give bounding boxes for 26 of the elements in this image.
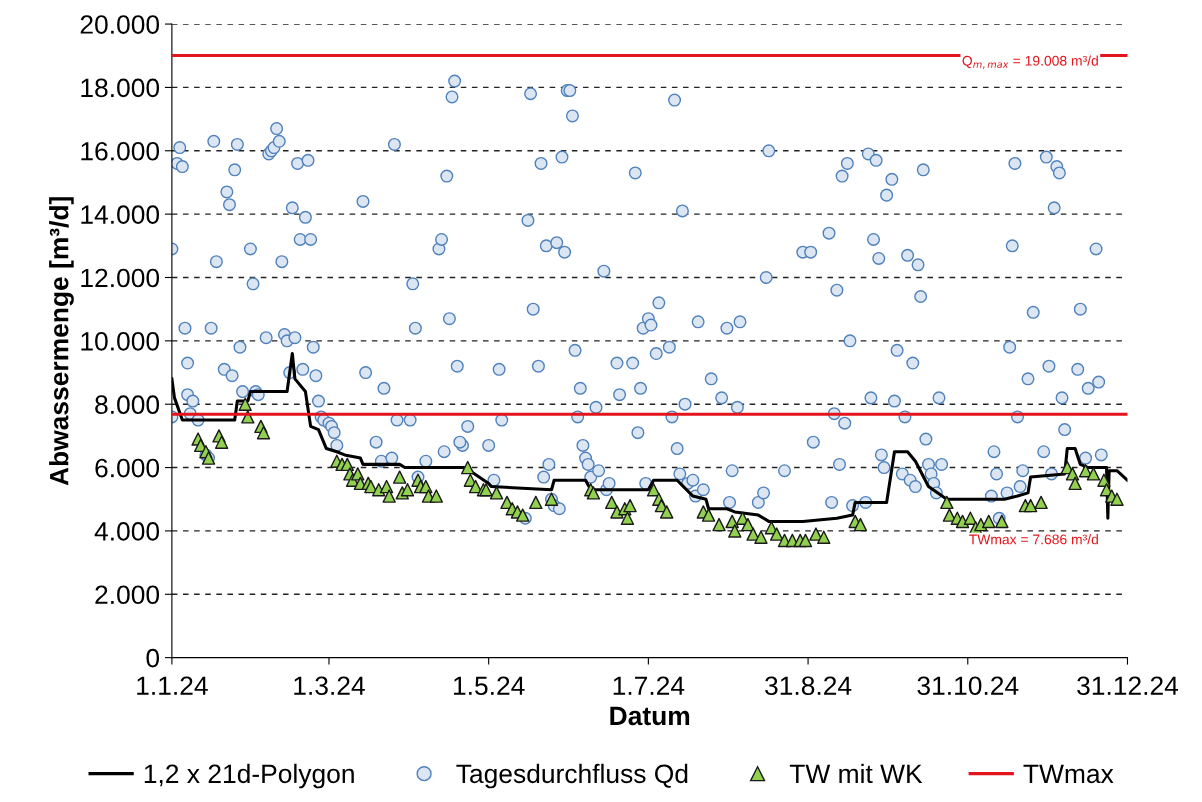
- x-tick-label: 31.10.24: [917, 676, 1019, 696]
- y-tick-label: 2.000: [95, 585, 160, 605]
- y-tick-label: 14.000: [81, 205, 160, 224]
- x-tick-label: 1.7.24: [613, 676, 685, 695]
- x-tick-label: 31.12.24: [1077, 676, 1179, 696]
- y-tick-label: 8.000: [95, 395, 160, 415]
- y-tick-label: 10.000: [81, 331, 160, 351]
- legend-label: TW mit WK: [789, 763, 923, 784]
- annotation: TWmax = 7.686 m³/d: [969, 534, 1098, 545]
- x-tick-label: 1.1.24: [137, 676, 208, 695]
- x-axis-title: Datum: [610, 706, 690, 726]
- x-tick-label: 1.3.24: [294, 676, 365, 696]
- y-axis-title: Abwassermenge [m³/d]: [49, 197, 74, 486]
- y-tick-label: 0: [146, 648, 160, 668]
- y-tick-label: 16.000: [81, 141, 160, 161]
- y-tick-label: 20.000: [80, 15, 160, 34]
- x-tick-label: 1.5.24: [454, 676, 525, 696]
- y-tick-label: 4.000: [94, 522, 160, 541]
- y-tick-label: 12.000: [81, 268, 160, 288]
- x-tick-label: 31.8.24: [765, 676, 852, 696]
- y-tick-label: 6.000: [95, 458, 160, 478]
- legend-label: Tagesdurchfluss Qd: [456, 763, 688, 789]
- legend-label: 1,2 x 21d-Polygon: [144, 763, 354, 789]
- ref-line-label: Q$_{m,max}$ = 19.008 m³/d: [962, 55, 1098, 69]
- legend-label: TWmax: [1023, 764, 1114, 784]
- y-tick-label: 18.000: [81, 78, 160, 98]
